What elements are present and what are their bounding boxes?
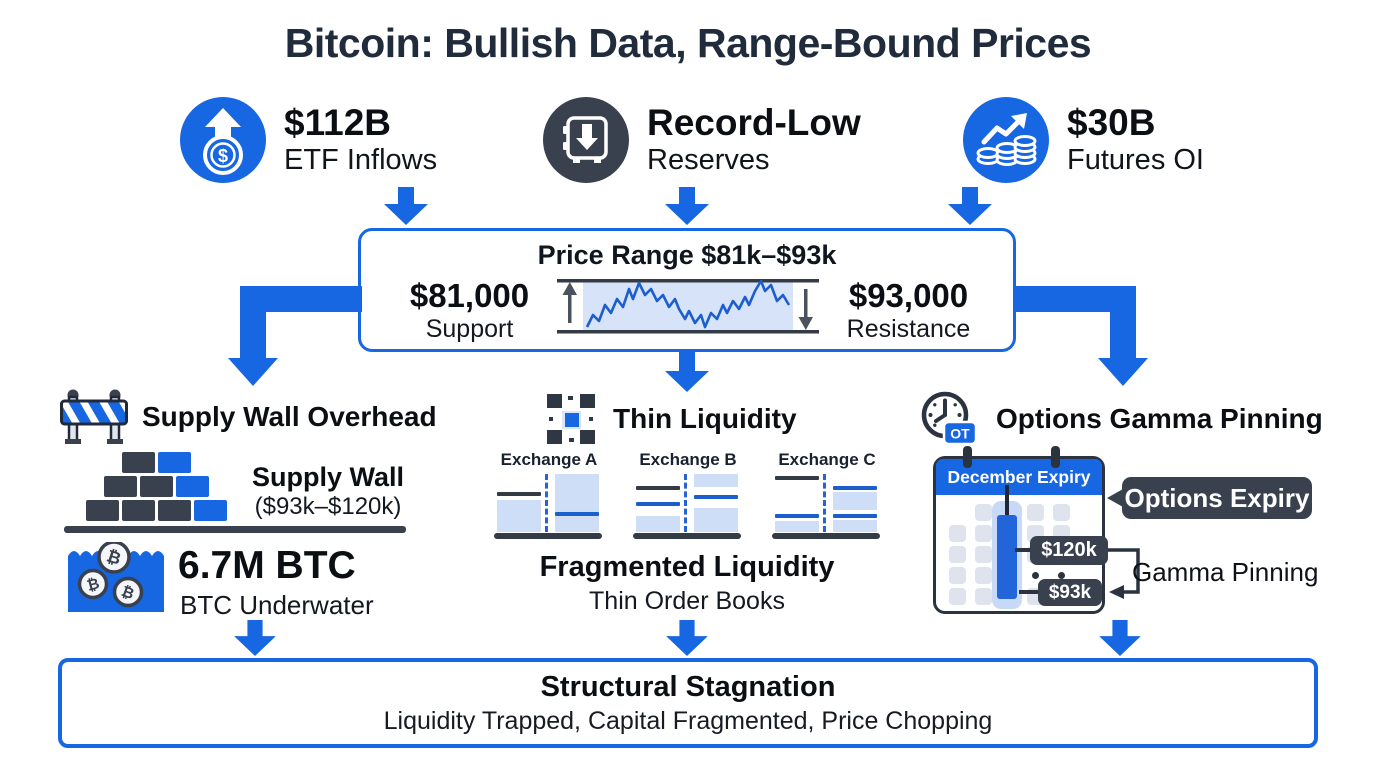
flow-arrow-supply-down [234, 620, 276, 656]
gamma-pinning-label: Gamma Pinning [1132, 557, 1319, 587]
branch-heading-label: Thin Liquidity [613, 403, 797, 434]
price-range-title: Price Range $81k–$93k [537, 240, 837, 270]
support-value: $81,000 [409, 277, 530, 314]
calendar-title: December Expiry [936, 459, 1102, 495]
connector-center-down [665, 352, 709, 392]
bitcoin-coin-icon: ₿ [97, 542, 131, 574]
range-chart [557, 279, 819, 334]
resistance-label: Resistance [846, 315, 971, 343]
exchange-label: Exchange C [778, 450, 876, 469]
svg-text:$: $ [218, 146, 228, 166]
exchange-label: Exchange B [639, 450, 737, 469]
order-book-graphic [497, 474, 599, 532]
btc-underwater-label: BTC Underwater [180, 590, 374, 620]
candle-wick [1005, 485, 1009, 521]
stat-value: Record-Low [647, 101, 861, 143]
support-label: Support [425, 315, 514, 343]
footer-subtitle: Liquidity Trapped, Capital Fragmented, P… [383, 707, 993, 735]
resistance-value: $93,000 [848, 277, 969, 314]
order-book-base [633, 533, 741, 539]
support-arrow-up-icon [568, 293, 572, 323]
stat-card-futures-oi: $30B Futures OI [963, 97, 1204, 183]
stat-label: ETF Inflows [284, 143, 438, 176]
options-expiry-bubble: Options Expiry [1107, 477, 1312, 519]
strike-high-tie [1015, 548, 1030, 552]
exchange-label: Exchange A [500, 450, 598, 469]
flow-arrow-futures-down [948, 187, 992, 225]
price-range-box: Price Range $81k–$93k $81,000 Support $9… [358, 228, 1016, 352]
bitcoin-coin-icon: ₿ [112, 576, 144, 608]
btc-underwater-value: 6.7M BTC [178, 544, 356, 587]
strike-low-badge: $93k [1038, 579, 1102, 606]
svg-text:OT: OT [950, 426, 970, 442]
bitcoin-coin-icon: ₿ [77, 568, 109, 600]
brick-wall-graphic [86, 452, 227, 521]
calendar-ring [963, 446, 972, 468]
branch-heading-liquidity: Thin Liquidity [543, 392, 797, 446]
barrier-icon [60, 389, 128, 444]
ground-line [64, 526, 406, 533]
order-book-graphic [636, 474, 738, 532]
svg-text:₿: ₿ [85, 575, 101, 595]
connector-right-elbow [1014, 286, 1148, 386]
order-book-base [772, 533, 880, 539]
svg-text:₿: ₿ [119, 583, 136, 603]
branch-heading-supply-wall: Supply Wall Overhead [60, 388, 437, 446]
footer-title: Structural Stagnation [540, 671, 836, 703]
calendar-ring [1051, 446, 1060, 468]
fragmented-liquidity-value: Fragmented Liquidity [539, 551, 835, 583]
order-book-base [494, 533, 602, 539]
branch-heading-options: OT Options Gamma Pinning [918, 390, 1323, 448]
page-title: Bitcoin: Bullish Data, Range-Bound Price… [284, 20, 1092, 66]
footer-box: Structural Stagnation Liquidity Trapped,… [58, 658, 1318, 748]
supply-wall-label: Supply Wall ($93k–$120k) [251, 462, 404, 520]
support-block: $81,000 Support [387, 277, 552, 344]
stat-value: $112B [284, 101, 391, 143]
resistance-block: $93,000 Resistance [826, 277, 991, 344]
resistance-arrow-down-icon [804, 289, 808, 319]
stat-value: $30B [1067, 101, 1156, 143]
stat-card-reserves: Record-Low Reserves [543, 97, 861, 183]
price-pin-candle [997, 515, 1017, 599]
svg-text:₿: ₿ [104, 546, 123, 568]
gamma-bracket [1108, 548, 1140, 599]
fragmentation-icon [547, 394, 595, 444]
flow-arrow-etf-down [384, 187, 428, 225]
flow-arrow-reserves-down [665, 187, 709, 225]
underwater-graphic: ₿ ₿ ₿ [68, 542, 164, 612]
flow-arrow-options-down [1099, 620, 1141, 656]
stat-label: Reserves [647, 143, 770, 176]
flow-arrow-liquidity-down [666, 620, 708, 656]
clock-ot-icon: OT [921, 391, 978, 446]
stat-label: Futures OI [1067, 143, 1204, 176]
thin-order-books-label: Thin Order Books [589, 587, 785, 615]
vault-down-icon [543, 97, 629, 183]
chart-coins-icon [963, 97, 1049, 183]
connector-left-elbow [228, 286, 362, 386]
branch-heading-label: Supply Wall Overhead [142, 401, 437, 432]
strike-high-badge: $120k [1030, 536, 1108, 565]
branch-heading-label: Options Gamma Pinning [996, 403, 1323, 434]
order-book-graphic [775, 474, 877, 532]
arrow-up-dollar-icon: $ [180, 97, 266, 183]
strike-low-tie [1019, 590, 1038, 594]
stat-card-etf-inflows: $ $112B ETF Inflows [180, 97, 437, 183]
